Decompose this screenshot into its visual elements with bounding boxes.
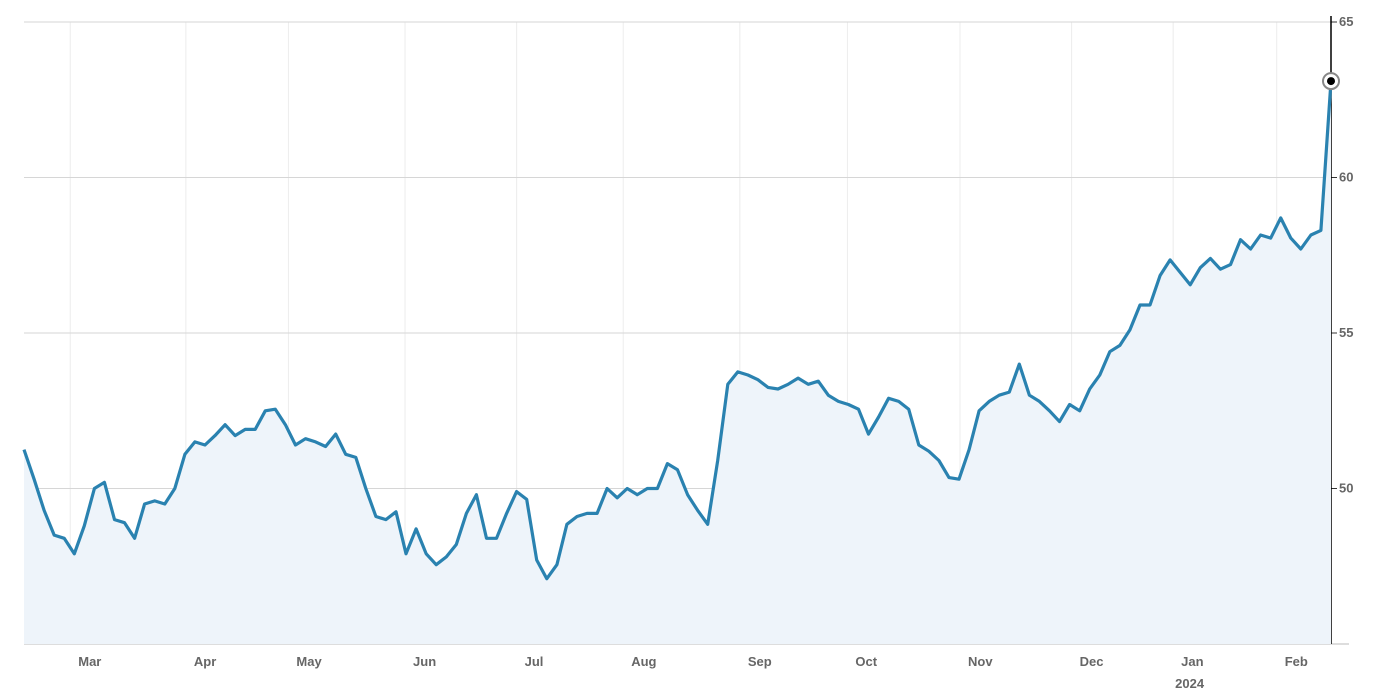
x-tick-label: Sep: [748, 654, 772, 669]
x-tick-label: Dec: [1080, 654, 1104, 669]
price-line: [22, 80, 1333, 581]
y-tick-label: 50: [1339, 481, 1353, 496]
x-tick-label: Aug: [631, 654, 656, 669]
y-tick-label: 55: [1339, 325, 1353, 340]
x-tick-label: Apr: [194, 654, 216, 669]
area-fill: [24, 81, 1331, 645]
y-tick-label: 65: [1339, 14, 1353, 29]
x-tick-label: Oct: [855, 654, 877, 669]
x-tick-label: Jun: [413, 654, 436, 669]
y-tick-label: 60: [1339, 170, 1353, 185]
x-tick-sublabel: 2024: [1175, 676, 1205, 691]
x-tick-label: Feb: [1285, 654, 1308, 669]
x-tick-label: Nov: [968, 654, 993, 669]
x-tick-label: May: [296, 654, 322, 669]
x-tick-label: Mar: [78, 654, 101, 669]
last-point-dot: [1327, 77, 1335, 86]
x-tick-label: Jan: [1181, 654, 1203, 669]
x-tick-label: Jul: [525, 654, 544, 669]
